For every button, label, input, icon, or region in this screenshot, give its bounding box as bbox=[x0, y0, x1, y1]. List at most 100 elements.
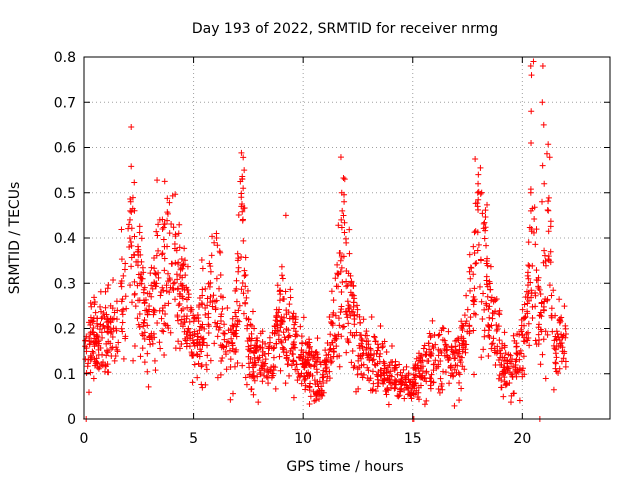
data-point bbox=[458, 342, 465, 349]
data-point bbox=[174, 276, 181, 283]
data-point bbox=[470, 271, 477, 278]
data-point bbox=[217, 371, 224, 378]
data-point bbox=[516, 356, 523, 363]
data-point bbox=[460, 337, 467, 344]
data-point bbox=[254, 334, 261, 341]
data-point bbox=[475, 171, 482, 178]
data-point bbox=[519, 332, 526, 339]
data-point bbox=[551, 337, 558, 344]
data-point bbox=[248, 335, 255, 342]
data-point bbox=[137, 251, 144, 258]
data-point bbox=[277, 317, 284, 324]
data-point bbox=[474, 203, 481, 210]
data-point bbox=[312, 390, 319, 397]
data-point bbox=[117, 280, 124, 287]
data-point bbox=[387, 359, 394, 366]
data-point bbox=[379, 377, 386, 384]
data-point bbox=[221, 321, 228, 328]
data-point bbox=[543, 150, 550, 157]
data-point bbox=[295, 370, 302, 377]
data-point bbox=[415, 367, 422, 374]
data-point bbox=[122, 293, 129, 300]
data-point bbox=[524, 337, 531, 344]
data-point bbox=[264, 368, 271, 375]
data-point bbox=[372, 338, 379, 345]
data-point bbox=[335, 222, 342, 229]
data-point bbox=[345, 305, 352, 312]
data-point bbox=[268, 364, 275, 371]
data-point bbox=[535, 341, 542, 348]
data-point bbox=[496, 337, 503, 344]
data-point bbox=[403, 363, 410, 370]
data-point bbox=[153, 280, 160, 287]
data-point bbox=[161, 243, 168, 250]
data-point bbox=[139, 264, 146, 271]
data-point bbox=[463, 292, 470, 299]
data-point bbox=[356, 364, 363, 371]
data-point bbox=[484, 283, 491, 290]
data-point bbox=[219, 305, 226, 312]
data-point bbox=[166, 199, 173, 206]
data-point bbox=[525, 262, 532, 269]
data-point bbox=[127, 282, 134, 289]
data-point bbox=[369, 368, 376, 375]
data-point bbox=[300, 314, 307, 321]
data-point bbox=[367, 354, 374, 361]
data-point bbox=[338, 216, 345, 223]
data-point bbox=[327, 359, 334, 366]
data-point bbox=[175, 302, 182, 309]
data-point bbox=[186, 335, 193, 342]
data-point bbox=[86, 338, 93, 345]
data-point bbox=[474, 247, 481, 254]
data-point bbox=[154, 319, 161, 326]
data-point bbox=[170, 280, 177, 287]
data-point bbox=[119, 319, 126, 326]
data-point bbox=[142, 307, 149, 314]
data-point bbox=[283, 349, 290, 356]
data-point bbox=[218, 311, 225, 318]
data-point bbox=[197, 323, 204, 330]
data-point bbox=[391, 385, 398, 392]
data-point bbox=[92, 340, 99, 347]
data-point bbox=[103, 319, 110, 326]
data-point bbox=[209, 233, 216, 240]
data-point bbox=[519, 373, 526, 380]
data-point bbox=[452, 338, 459, 345]
data-point bbox=[349, 348, 356, 355]
data-point bbox=[439, 386, 446, 393]
data-point bbox=[396, 361, 403, 368]
data-point bbox=[322, 368, 329, 375]
data-point bbox=[546, 282, 553, 289]
data-point bbox=[499, 340, 506, 347]
data-point bbox=[119, 311, 126, 318]
data-point bbox=[346, 250, 353, 257]
data-point bbox=[246, 334, 253, 341]
data-point bbox=[448, 344, 455, 351]
data-point bbox=[540, 259, 547, 266]
data-point bbox=[205, 330, 212, 337]
data-point bbox=[374, 341, 381, 348]
data-point bbox=[314, 369, 321, 376]
data-point bbox=[241, 167, 248, 174]
data-point bbox=[545, 198, 552, 205]
data-point bbox=[233, 313, 240, 320]
data-point bbox=[127, 196, 134, 203]
data-point bbox=[136, 229, 143, 236]
data-point bbox=[272, 385, 279, 392]
data-point bbox=[336, 249, 343, 256]
data-point bbox=[232, 287, 239, 294]
data-point bbox=[471, 285, 478, 292]
data-point bbox=[370, 380, 377, 387]
data-point bbox=[509, 373, 516, 380]
data-point bbox=[300, 373, 307, 380]
data-point bbox=[144, 368, 151, 375]
data-point bbox=[244, 287, 251, 294]
y-tick-label: 0.6 bbox=[54, 141, 76, 157]
data-point bbox=[438, 383, 445, 390]
data-point bbox=[396, 386, 403, 393]
data-point bbox=[528, 72, 535, 79]
data-point bbox=[152, 270, 159, 277]
data-point bbox=[502, 350, 509, 357]
data-point bbox=[431, 331, 438, 338]
